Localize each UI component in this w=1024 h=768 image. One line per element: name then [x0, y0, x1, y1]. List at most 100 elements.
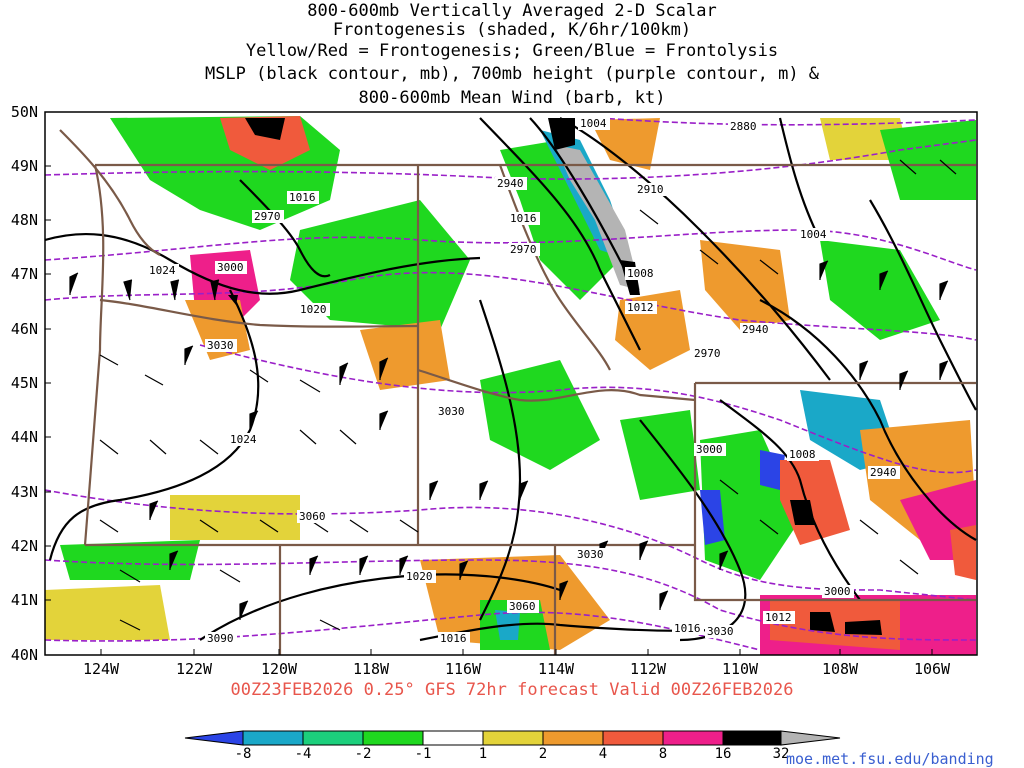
axis-ticks [45, 111, 933, 656]
lat-label: 45N [10, 374, 38, 392]
height-label: 3030 [575, 548, 607, 561]
svg-text:3060: 3060 [299, 510, 326, 523]
shade-green [290, 200, 470, 330]
svg-text:2940: 2940 [742, 323, 769, 336]
shade-green [60, 540, 200, 580]
lat-label: 44N [10, 428, 38, 446]
colorbar-cell [662, 730, 724, 746]
svg-text:1024: 1024 [230, 433, 257, 446]
lon-label: 118W [352, 660, 390, 678]
title-line-1: 800-600mb Vertically Averaged 2-D Scalar [307, 1, 717, 21]
svg-text:2940: 2940 [870, 466, 897, 479]
shade-green [480, 360, 600, 470]
forecast-valid-text: 00Z23FEB2026 0.25° GFS 72hr forecast Val… [230, 680, 794, 700]
height-label: 2880 [728, 120, 760, 133]
svg-text:3090: 3090 [207, 632, 234, 645]
height-label: 3030 [436, 405, 468, 418]
mslp-label: 1012 [625, 301, 657, 314]
svg-text:2910: 2910 [637, 183, 664, 196]
lon-label: 110W [721, 660, 759, 678]
height-label: 3030 [205, 339, 237, 352]
lat-label: 43N [10, 483, 38, 501]
shade-black [245, 118, 285, 140]
title-line-3: Yellow/Red = Frontogenesis; Green/Blue =… [245, 41, 779, 61]
svg-text:1012: 1012 [627, 301, 654, 314]
svg-text:3030: 3030 [207, 339, 234, 352]
lon-label: 108W [821, 660, 859, 678]
colorbar-cell [542, 730, 604, 746]
shade-orange [700, 240, 790, 330]
colorbar-cell [362, 730, 424, 746]
colorbar-cell [482, 730, 544, 746]
lat-label: 40N [10, 646, 38, 664]
svg-text:1016: 1016 [440, 632, 467, 645]
wind-barbs [69, 159, 957, 631]
colorbar-label: -1 [414, 746, 432, 762]
shade-green [880, 120, 976, 200]
height-label: 3090 [205, 632, 237, 645]
contour-labels: 1004 1016 1004 1024 1020 1016 1008 1012 … [147, 117, 900, 645]
lat-label: 49N [10, 157, 38, 175]
svg-text:2940: 2940 [497, 177, 524, 190]
mslp-label: 1004 [578, 117, 610, 130]
colorbar-cell [184, 730, 244, 746]
svg-text:2970: 2970 [254, 210, 281, 223]
height-label: 2970 [252, 210, 284, 223]
height-label: 3060 [507, 600, 539, 613]
svg-text:1024: 1024 [149, 264, 176, 277]
svg-text:1016: 1016 [510, 212, 537, 225]
colorbar-cell [302, 730, 364, 746]
mslp-label: 1016 [672, 622, 704, 635]
title-line-5: 800-600mb Mean Wind (barb, kt) [358, 88, 666, 108]
svg-text:1008: 1008 [789, 448, 816, 461]
colorbar-cell [422, 730, 484, 746]
shading-layer [45, 116, 976, 655]
mslp-label: 1004 [798, 228, 830, 241]
height-label: 3000 [215, 261, 247, 274]
mslp-label: 1016 [508, 212, 540, 225]
lon-label: 122W [175, 660, 213, 678]
svg-text:3000: 3000 [824, 585, 851, 598]
svg-text:3030: 3030 [707, 625, 734, 638]
height-label: 2940 [868, 466, 900, 479]
svg-text:3030: 3030 [438, 405, 465, 418]
shade-red [950, 525, 976, 580]
lon-label: 116W [444, 660, 482, 678]
height-label: 2970 [508, 243, 540, 256]
lon-label: 112W [629, 660, 667, 678]
shade-orange [360, 320, 450, 390]
shade-blue [760, 450, 785, 490]
height-label: 2940 [495, 177, 527, 190]
svg-text:1004: 1004 [800, 228, 827, 241]
title-line-4: MSLP (black contour, mb), 700mb height (… [204, 64, 820, 84]
shade-green [500, 140, 620, 300]
lon-label: 120W [260, 660, 298, 678]
height-label: 2910 [635, 183, 667, 196]
mslp-label: 1020 [404, 570, 436, 583]
borders [59, 129, 976, 655]
lat-label: 47N [10, 265, 38, 283]
colorbar-label: 2 [538, 746, 548, 762]
shade-red [220, 116, 310, 170]
colorbar-cell [780, 730, 841, 746]
mslp-label: 1008 [787, 448, 819, 461]
credit-link[interactable]: moe.met.fsu.edu/banding [786, 750, 994, 768]
mslp-label: 1012 [763, 611, 795, 624]
svg-text:2970: 2970 [694, 347, 721, 360]
lon-label: 114W [537, 660, 575, 678]
svg-text:3030: 3030 [577, 548, 604, 561]
mslp-label: 1016 [287, 191, 319, 204]
svg-text:1012: 1012 [765, 611, 792, 624]
mslp-label: 1024 [147, 264, 179, 277]
shade-yellow [45, 585, 170, 640]
lat-label: 50N [10, 103, 38, 121]
mslp-label: 1024 [228, 433, 260, 446]
colorbar-label: 8 [658, 746, 668, 762]
svg-text:1016: 1016 [674, 622, 701, 635]
colorbar [184, 730, 841, 746]
mslp-label: 1008 [625, 267, 657, 280]
lat-label: 46N [10, 320, 38, 338]
svg-text:1016: 1016 [289, 191, 316, 204]
shade-yellow [170, 495, 300, 540]
